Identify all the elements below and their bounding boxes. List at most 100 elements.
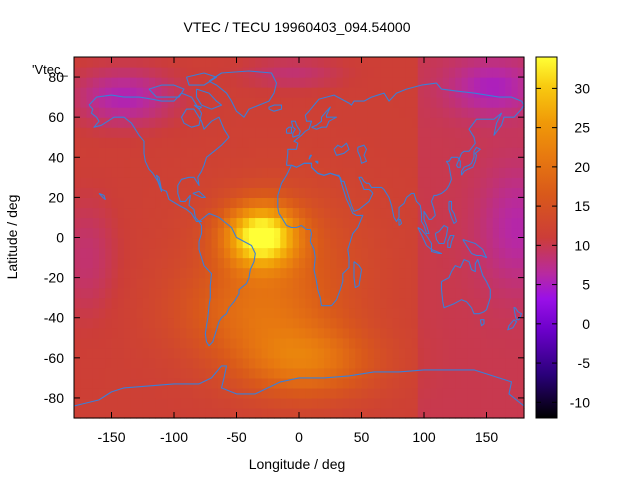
heatmap-cell [399,367,406,379]
chart-title: VTEC / TECU 19960403_094.54000 [183,19,410,35]
heatmap-cell [499,137,506,148]
heatmap-cell [467,357,475,369]
heatmap-cell [292,147,300,158]
heatmap-cell [105,367,113,379]
heatmap-cell [149,317,156,329]
heatmap-cell [486,147,494,158]
heatmap-cell [411,107,419,118]
heatmap-cell [355,107,363,118]
heatmap-cell [311,307,319,319]
heatmap-cell [424,177,431,188]
heatmap-cell [367,227,375,239]
heatmap-cell [286,287,294,299]
heatmap-cell [342,97,350,108]
heatmap-cell [255,87,263,98]
heatmap-cell [149,327,156,339]
heatmap-cell [111,167,119,178]
heatmap-cell [180,177,188,188]
heatmap-cell [80,217,88,229]
heatmap-cell [292,267,300,279]
coastline-path [277,162,364,307]
heatmap-cell [467,237,475,249]
heatmap-cell [486,127,494,138]
heatmap-cell [380,257,388,269]
heatmap-cell [324,197,331,209]
heatmap-cell [167,317,175,329]
heatmap-cell [505,77,513,88]
heatmap-cell [317,277,325,289]
heatmap-cell [286,137,294,148]
heatmap-cell [267,257,275,269]
heatmap-cell [111,207,119,219]
heatmap-cell [436,307,444,319]
heatmap-cell [286,347,294,359]
heatmap-cell [236,407,244,419]
heatmap-cell [480,287,488,299]
heatmap-cell [130,247,138,259]
heatmap-cell [380,187,388,198]
heatmap-cell [236,67,244,78]
heatmap-cell [230,147,238,158]
heatmap-cell [224,137,231,148]
heatmap-cell [149,217,156,229]
heatmap-cell [486,57,494,68]
heatmap-cell [361,247,369,259]
heatmap-cell [424,97,431,108]
heatmap-cell [305,307,313,319]
heatmap-cell [349,337,356,349]
heatmap-cell [267,367,275,379]
heatmap-cell [424,367,431,379]
heatmap-cell [405,67,413,78]
heatmap-cell [174,247,181,259]
heatmap-cell [186,147,194,158]
heatmap-cell [80,207,88,219]
heatmap-cell [74,277,81,289]
heatmap-cell [230,217,238,229]
heatmap-cell [511,297,519,309]
coastline-path [73,365,525,407]
heatmap-cell [74,147,81,158]
heatmap-cell [92,167,100,178]
heatmap-cell [105,307,113,319]
heatmap-cell [505,177,513,188]
heatmap-cell [99,227,106,239]
heatmap-cell [217,227,225,239]
heatmap-cell [467,197,475,209]
heatmap-cell [311,147,319,158]
heatmap-cell [355,257,363,269]
heatmap-cell [142,267,150,279]
heatmap-cell [380,407,388,419]
heatmap-cell [467,367,475,379]
heatmap-cell [230,297,238,309]
heatmap-cell [392,267,400,279]
heatmap-cell [161,347,169,359]
heatmap-cell [105,277,113,289]
heatmap-cell [192,397,200,409]
heatmap-cell [236,217,244,229]
heatmap-cell [299,247,306,259]
heatmap-cell [249,137,256,148]
heatmap-cell [117,297,125,309]
heatmap-cell [161,187,169,198]
heatmap-cell [430,257,438,269]
heatmap-cell [167,137,175,148]
heatmap-cell [286,267,294,279]
heatmap-cell [86,237,94,249]
heatmap-cell [474,137,481,148]
heatmap-cell [124,327,131,339]
heatmap-cell [155,277,163,289]
heatmap-cell [136,337,144,349]
heatmap-cell [267,337,275,349]
heatmap-cell [299,347,306,359]
heatmap-cell [474,127,481,138]
heatmap-cell [311,357,319,369]
heatmap-cell [517,287,525,299]
heatmap-cell [386,197,394,209]
heatmap-cell [205,217,213,229]
heatmap-cell [92,77,100,88]
heatmap-cell [367,187,375,198]
heatmap-cell [86,407,94,419]
heatmap-cell [367,177,375,188]
heatmap-cell [517,267,525,279]
heatmap-cell [130,67,138,78]
